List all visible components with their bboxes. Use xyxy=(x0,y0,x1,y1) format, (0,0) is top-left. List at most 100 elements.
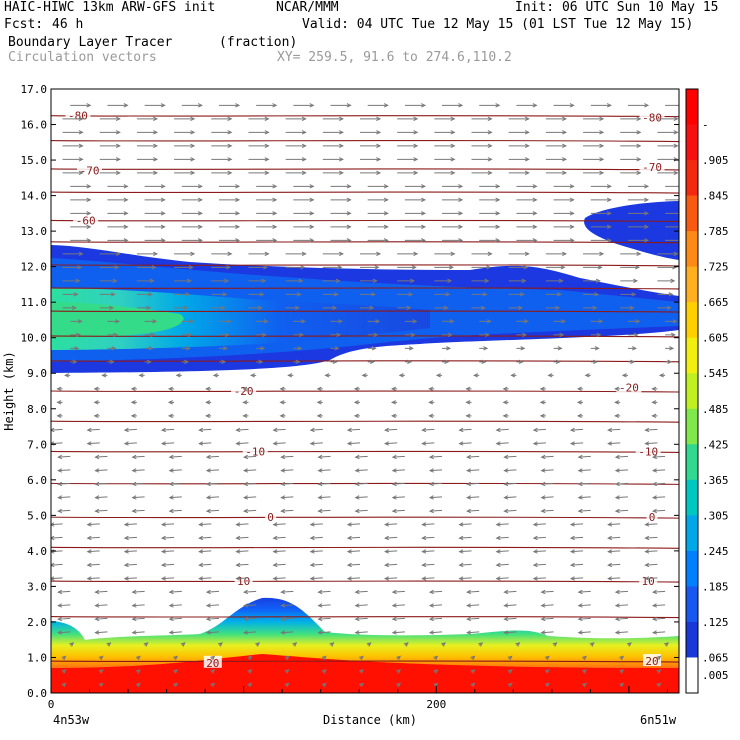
vector-head xyxy=(78,170,84,176)
vector-head xyxy=(197,197,203,203)
vector-head xyxy=(532,576,538,581)
colorbar-label: .305 xyxy=(702,509,729,522)
x-left-endpoint: 4n53w xyxy=(53,713,90,727)
y-tick-label: 16.0 xyxy=(21,119,48,132)
vector-head xyxy=(483,346,489,351)
vector-head xyxy=(421,522,427,527)
vector-shaft xyxy=(467,509,480,512)
contour-line xyxy=(51,450,679,453)
vector-shaft xyxy=(169,455,182,458)
colorbar: - .905 .845 .785 .725 .665 .605 .545 .485 .425 .36… xyxy=(685,88,729,694)
contour-line xyxy=(51,310,679,313)
vector-head xyxy=(569,535,575,541)
vector-head xyxy=(160,427,166,433)
contour-label: 0 xyxy=(649,511,656,524)
vector-head xyxy=(98,669,104,674)
vector-head xyxy=(503,630,509,635)
vector-head xyxy=(272,197,278,203)
vector-head xyxy=(503,454,509,460)
vector-head xyxy=(123,441,129,446)
vector-shaft xyxy=(51,550,63,553)
vector-head xyxy=(86,197,92,203)
vector-head xyxy=(435,373,441,378)
vector-head xyxy=(225,265,231,270)
vector-head xyxy=(606,224,612,230)
vector-shaft xyxy=(645,550,658,553)
vector-head xyxy=(544,655,550,661)
contour-line xyxy=(51,115,679,118)
vector-head xyxy=(576,400,582,405)
vector-head xyxy=(518,305,524,311)
vector-shaft xyxy=(653,496,666,499)
vector-head xyxy=(523,265,529,270)
vector-head xyxy=(123,549,129,554)
vector-head xyxy=(441,642,446,647)
vector-head xyxy=(175,373,181,378)
vector-head xyxy=(408,292,414,297)
vector-head xyxy=(421,238,427,243)
vector-head xyxy=(651,386,657,392)
vector-head xyxy=(198,441,204,446)
vector-head xyxy=(346,427,352,433)
vector-head xyxy=(672,265,678,270)
vector-head xyxy=(263,319,269,324)
vector-head xyxy=(503,481,509,487)
vector-head xyxy=(391,508,397,514)
vector-shaft xyxy=(608,428,621,431)
vector-head xyxy=(636,157,642,162)
vector-head xyxy=(599,130,605,135)
vector-shaft xyxy=(615,604,628,607)
contour-line xyxy=(51,335,679,338)
vector-shaft xyxy=(504,509,517,512)
vector-head xyxy=(287,373,293,378)
vector-head xyxy=(594,346,600,351)
vector-shaft xyxy=(615,496,628,499)
vector-head xyxy=(383,238,389,243)
vector-shaft xyxy=(51,523,63,526)
vector-head xyxy=(458,224,464,230)
vector-head xyxy=(607,562,613,568)
vector-head xyxy=(466,508,472,514)
vector-head xyxy=(569,562,575,568)
vector-head xyxy=(78,143,84,149)
vector-shaft xyxy=(467,590,480,593)
vector-head xyxy=(644,522,650,527)
vector-head xyxy=(190,130,196,135)
vector-head xyxy=(338,157,344,162)
vector-shaft xyxy=(58,617,71,620)
vector-head xyxy=(188,265,194,270)
vector-head xyxy=(205,630,211,635)
vector-head xyxy=(428,386,434,392)
vector-head xyxy=(272,238,278,243)
contour-label: -20 xyxy=(619,381,639,394)
vector-head xyxy=(540,454,546,460)
vector-head xyxy=(507,682,513,688)
vector-head xyxy=(577,630,583,635)
vector-shaft xyxy=(281,590,294,593)
vector-shaft xyxy=(578,482,591,485)
vector-head xyxy=(168,468,174,473)
vector-head xyxy=(631,292,637,297)
vector-shaft xyxy=(496,577,509,580)
vector-shaft xyxy=(541,469,554,472)
vector-head xyxy=(346,522,352,527)
vector-head xyxy=(243,468,249,473)
vector-shaft xyxy=(578,455,591,458)
vector-head xyxy=(168,630,174,635)
vector-shaft xyxy=(58,631,71,634)
vector-shaft xyxy=(318,469,331,472)
vector-shaft xyxy=(645,428,658,431)
center-label: NCAR/MMM xyxy=(276,0,339,15)
vector-head xyxy=(656,669,662,674)
vector-head xyxy=(466,603,472,608)
vector-shaft xyxy=(206,590,220,593)
y-tick-label: 3.0 xyxy=(27,580,47,593)
vector-head xyxy=(466,481,472,487)
vector-head xyxy=(354,589,360,595)
vector-shaft xyxy=(318,482,331,485)
vector-head xyxy=(503,616,509,622)
vector-head xyxy=(235,197,241,203)
vector-shaft xyxy=(392,496,405,499)
vector-head xyxy=(532,197,538,203)
vector-head xyxy=(614,630,620,635)
